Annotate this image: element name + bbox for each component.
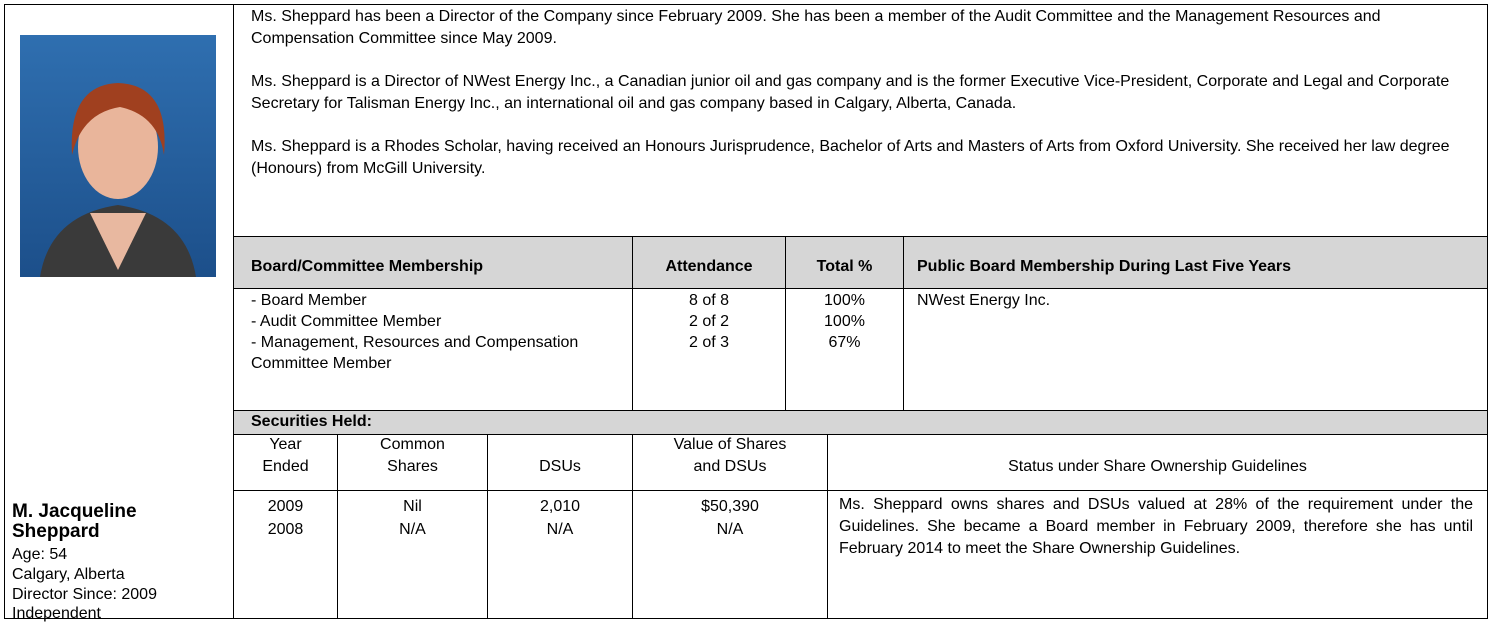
detail: Director Since: 2009 <box>12 586 157 603</box>
column-header: Year Ended <box>238 435 333 490</box>
attendance-list: 8 of 8 2 of 2 2 of 3 <box>633 290 785 353</box>
detail: Calgary, Alberta <box>12 566 125 583</box>
total: 100% <box>824 292 865 309</box>
dsu-col: 2,010 N/A <box>488 495 632 541</box>
cell: $50,390 <box>701 498 759 515</box>
membership: - Board Member <box>251 292 367 309</box>
column-header: Public Board Membership During Last Five… <box>917 258 1292 275</box>
cell: Nil <box>403 498 422 515</box>
membership: - Management, Resources and Compensation… <box>251 334 579 372</box>
cell: 2009 <box>267 498 304 515</box>
membership: - Audit Committee Member <box>251 313 442 330</box>
column-header: DSUs <box>488 435 632 490</box>
header-text: Year Ended <box>262 436 309 475</box>
status-text: Ms. Sheppard owns shares and DSUs valued… <box>839 496 1473 557</box>
divider <box>233 434 1487 435</box>
membership-list: - Board Member - Audit Committee Member … <box>251 290 621 374</box>
divider <box>903 236 904 410</box>
total: 67% <box>828 334 861 351</box>
header-band <box>234 237 1487 288</box>
bio-paragraph: Ms. Sheppard is a Director of NWest Ener… <box>251 73 1450 112</box>
cell: 2,010 <box>539 498 581 515</box>
securities-band <box>234 411 1487 434</box>
public-board: NWest Energy Inc. <box>917 292 1051 309</box>
outer-border <box>4 4 1488 619</box>
divider <box>632 434 633 619</box>
divider <box>487 434 488 619</box>
attendance: 2 of 3 <box>688 334 730 351</box>
attendance: 2 of 2 <box>688 313 730 330</box>
header-text: DSUs <box>539 458 581 475</box>
section-title: Securities Held: <box>251 413 372 430</box>
column-header: Attendance <box>665 258 753 275</box>
bio-paragraph: Ms. Sheppard is a Rhodes Scholar, having… <box>251 138 1450 177</box>
cell: 2008 <box>267 521 304 538</box>
attendance: 8 of 8 <box>688 292 730 309</box>
total-list: 100% 100% 67% <box>786 290 903 353</box>
biography: Ms. Sheppard has been a Director of the … <box>251 6 1477 179</box>
cell: N/A <box>716 521 744 538</box>
value-col: $50,390 N/A <box>633 495 827 541</box>
director-name: M. Jacqueline Sheppard <box>12 501 137 542</box>
divider <box>233 236 1487 237</box>
header-text: Status under Share Ownership Guidelines <box>1008 458 1307 475</box>
divider <box>785 236 786 410</box>
cell: N/A <box>399 521 426 538</box>
divider <box>233 288 1487 289</box>
profile-details: Age: 54 Calgary, Alberta Director Since:… <box>12 545 157 622</box>
portrait <box>20 35 216 277</box>
header-text: Common Shares <box>380 436 445 475</box>
column-header: Common Shares <box>338 435 487 490</box>
divider <box>233 490 1487 491</box>
cell: N/A <box>546 521 574 538</box>
column-header: Status under Share Ownership Guidelines <box>828 435 1487 490</box>
divider <box>827 434 828 619</box>
year-col: 2009 2008 <box>234 495 337 541</box>
divider <box>337 434 338 619</box>
detail: Independent <box>12 605 101 622</box>
divider <box>632 236 633 410</box>
column-header: Value of Shares and DSUs <box>633 435 827 490</box>
header-text: Value of Shares and DSUs <box>673 436 787 475</box>
column-header: Total % <box>816 258 873 275</box>
total: 100% <box>824 313 865 330</box>
bio-paragraph: Ms. Sheppard has been a Director of the … <box>251 8 1381 47</box>
divider <box>233 410 1487 411</box>
column-header: Board/Committee Membership <box>251 258 484 275</box>
divider <box>233 4 234 619</box>
detail: Age: 54 <box>12 546 68 563</box>
shares-col: Nil N/A <box>338 495 487 541</box>
